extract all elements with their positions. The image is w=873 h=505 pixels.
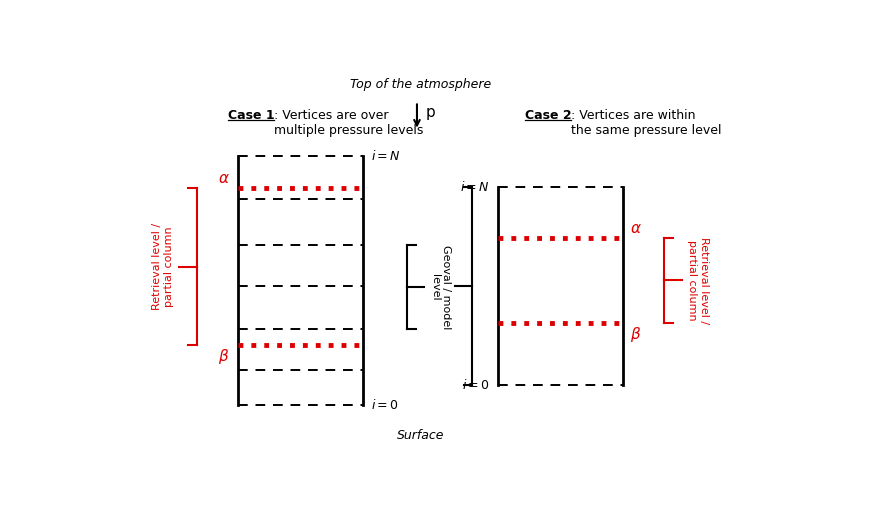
Text: $i = 0$: $i = 0$: [371, 398, 399, 412]
Text: $i = N$: $i = N$: [371, 149, 401, 163]
Text: p: p: [426, 106, 436, 120]
Text: $\beta$: $\beta$: [630, 325, 642, 344]
Text: $\alpha$: $\alpha$: [217, 171, 230, 186]
Text: Retrieval level /
partial column: Retrieval level / partial column: [687, 237, 709, 324]
Text: Case 2: Case 2: [526, 109, 572, 122]
Text: : Vertices are over
multiple pressure levels: : Vertices are over multiple pressure le…: [273, 109, 423, 137]
Text: $i = N$: $i = N$: [460, 180, 490, 194]
Text: Geoval / model
level: Geoval / model level: [430, 245, 451, 329]
Text: Retrieval level /
partial column: Retrieval level / partial column: [153, 223, 174, 310]
Text: $\alpha$: $\alpha$: [630, 221, 642, 235]
Text: Top of the atmosphere: Top of the atmosphere: [350, 78, 491, 91]
Text: Case 1: Case 1: [228, 109, 274, 122]
Text: Surface: Surface: [396, 429, 444, 442]
Text: $\beta$: $\beta$: [218, 347, 230, 366]
Text: $i = 0$: $i = 0$: [462, 378, 490, 392]
Text: : Vertices are within
the same pressure level: : Vertices are within the same pressure …: [571, 109, 722, 137]
